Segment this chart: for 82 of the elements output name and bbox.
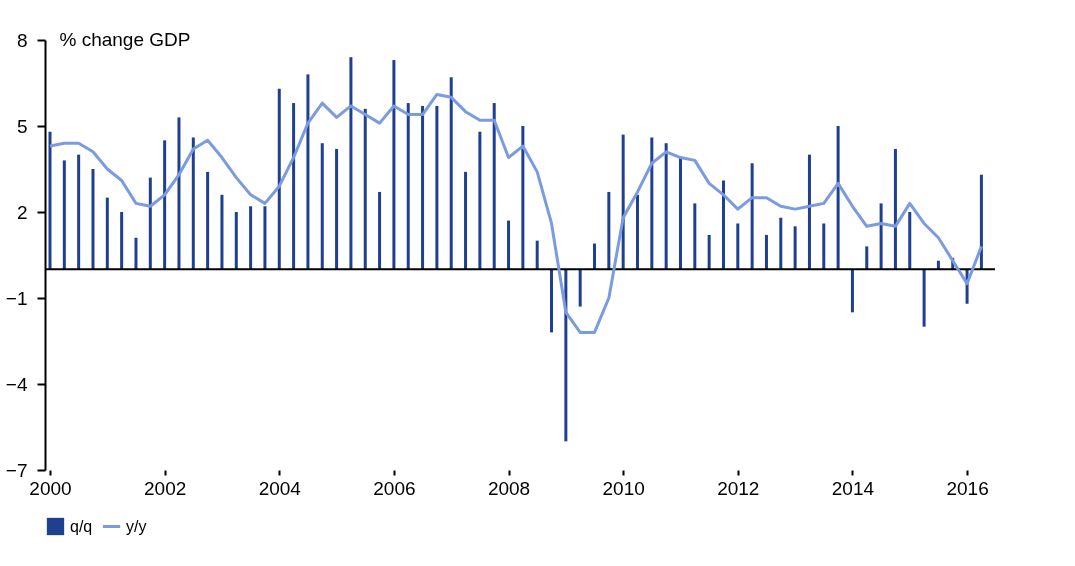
bar bbox=[750, 163, 754, 270]
bar bbox=[979, 174, 983, 270]
bar bbox=[191, 137, 195, 270]
bar bbox=[263, 206, 267, 270]
bar bbox=[807, 154, 811, 270]
bar bbox=[349, 57, 353, 270]
bar bbox=[678, 157, 682, 270]
bar bbox=[163, 140, 167, 270]
bar bbox=[48, 131, 52, 270]
bar bbox=[492, 103, 496, 270]
y-tick-label: 8 bbox=[16, 29, 28, 51]
bar bbox=[721, 180, 725, 270]
bar bbox=[764, 234, 768, 270]
y-tick-label: −4 bbox=[5, 373, 28, 395]
x-tick-label: 2012 bbox=[717, 477, 760, 499]
bar bbox=[922, 269, 926, 327]
bar bbox=[879, 203, 883, 270]
bar bbox=[363, 108, 367, 270]
bar bbox=[507, 220, 511, 270]
x-tick-label: 2002 bbox=[143, 477, 187, 499]
bar bbox=[177, 117, 181, 270]
y-tick-label: −7 bbox=[5, 459, 28, 481]
bar bbox=[793, 226, 797, 270]
bar bbox=[865, 246, 869, 270]
bar bbox=[306, 74, 310, 270]
legend-label: q/q bbox=[70, 517, 93, 535]
legend-label: y/y bbox=[126, 517, 147, 535]
bar bbox=[478, 131, 482, 270]
bar bbox=[893, 148, 897, 270]
bar bbox=[564, 269, 568, 442]
bar bbox=[550, 269, 554, 333]
bar bbox=[206, 171, 210, 270]
bar bbox=[464, 171, 468, 270]
x-tick-label: 2004 bbox=[258, 477, 302, 499]
bar bbox=[120, 212, 124, 270]
bar bbox=[335, 148, 339, 270]
bar bbox=[607, 191, 611, 270]
x-tick-label: 2006 bbox=[373, 477, 416, 499]
x-tick-label: 2016 bbox=[946, 477, 989, 499]
y-axis-title: % change GDP bbox=[59, 28, 191, 50]
bar bbox=[535, 240, 539, 270]
bar bbox=[105, 197, 109, 270]
bar bbox=[736, 223, 740, 270]
bar bbox=[406, 103, 410, 270]
bar bbox=[621, 134, 625, 270]
x-tick-label: 2010 bbox=[602, 477, 645, 499]
bar bbox=[850, 269, 854, 313]
x-tick-label: 2008 bbox=[487, 477, 531, 499]
bar bbox=[234, 212, 238, 270]
y-tick-label: 5 bbox=[16, 115, 28, 137]
bar bbox=[836, 126, 840, 270]
x-tick-label: 2014 bbox=[831, 477, 875, 499]
bar bbox=[249, 206, 253, 270]
bar bbox=[779, 217, 783, 270]
bar bbox=[650, 137, 654, 270]
line-series bbox=[48, 92, 983, 334]
bar bbox=[277, 88, 281, 270]
bar bbox=[521, 126, 525, 270]
bar bbox=[822, 223, 826, 270]
bar bbox=[320, 143, 324, 270]
bar bbox=[421, 105, 425, 270]
bar bbox=[578, 269, 582, 307]
bar bbox=[220, 194, 224, 270]
y-tick-label: −1 bbox=[5, 287, 28, 309]
bar bbox=[636, 194, 639, 270]
bar bbox=[693, 203, 697, 270]
bar bbox=[908, 212, 912, 270]
x-tick-label: 2000 bbox=[29, 477, 72, 499]
bar bbox=[148, 177, 152, 270]
bar bbox=[664, 143, 668, 270]
bar bbox=[77, 154, 81, 270]
bar bbox=[91, 169, 95, 270]
bar bbox=[378, 191, 382, 270]
bar bbox=[707, 234, 711, 270]
bar bbox=[134, 237, 138, 270]
y-tick-label: 2 bbox=[16, 201, 28, 223]
bar bbox=[62, 160, 66, 270]
bar bbox=[392, 60, 396, 270]
bar bbox=[435, 105, 439, 270]
bar bbox=[593, 243, 597, 270]
bar bbox=[449, 77, 453, 270]
bar bbox=[292, 103, 296, 270]
